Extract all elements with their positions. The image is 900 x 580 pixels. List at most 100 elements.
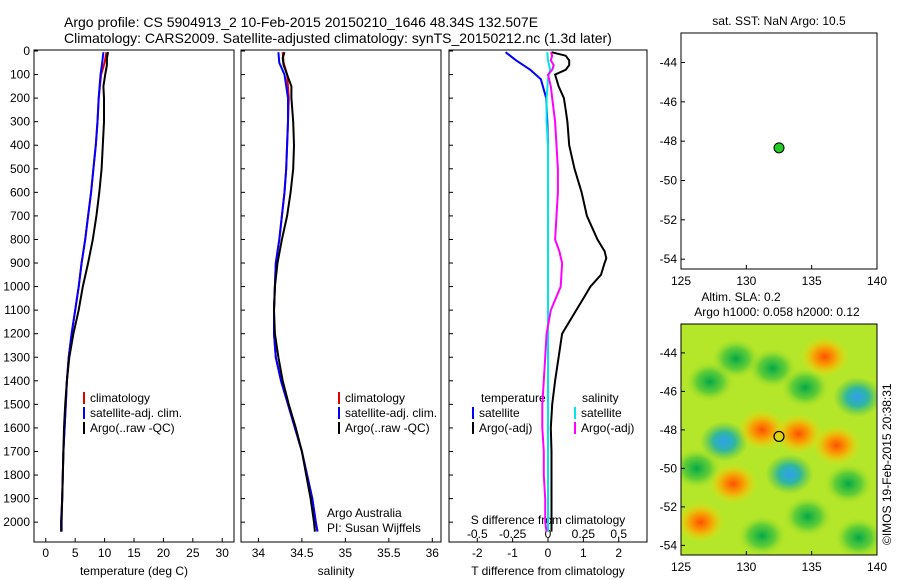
x-tick-label: 20 — [157, 546, 171, 560]
map-y-tick-label: -44 — [660, 346, 678, 360]
sla-map-title: Altim. SLA: 0.2 — [701, 290, 781, 304]
sst-map-frame — [680, 32, 878, 270]
depth-tick-label: 600 — [10, 185, 30, 199]
map-y-tick-label: -54 — [660, 538, 678, 552]
legend-label-temp-argo: Argo(-adj) — [479, 421, 532, 435]
legend-label-argo: Argo(..raw -QC) — [90, 421, 175, 435]
credit-pi: PI: Susan Wijffels — [327, 521, 421, 535]
map-y-tick-label: -50 — [660, 174, 678, 188]
x-tick-label: 35.5 — [377, 546, 401, 560]
sla-anomaly-blob — [800, 336, 849, 377]
legend-label-temp-satellite: satellite — [479, 406, 520, 420]
x-tick-label: 35 — [339, 546, 353, 560]
salinity-xlabel: salinity — [318, 564, 355, 578]
map-x-tick-label: 125 — [671, 560, 691, 574]
s-tick-label: 0.5 — [610, 527, 627, 541]
temperature-xlabel: temperature (deg C) — [80, 564, 188, 578]
sla-anomaly-blob — [812, 425, 861, 466]
sla-anomaly-blob — [738, 515, 787, 555]
sla-anomaly-blob — [681, 448, 721, 489]
series-line — [60, 52, 110, 532]
series-line — [504, 51, 549, 532]
sla-anomaly-blob — [700, 421, 749, 462]
s-tick-label: -0.5 — [467, 527, 488, 541]
t-difference-xlabel: T difference from climatology — [471, 564, 625, 578]
map-y-tick-label: -44 — [660, 56, 678, 70]
map-y-tick-label: -48 — [660, 134, 678, 148]
depth-tick-label: 0 — [23, 44, 30, 58]
sst-map-panel — [680, 32, 878, 270]
credit-org: Argo Australia — [327, 506, 402, 520]
map-y-tick-label: -50 — [660, 461, 678, 475]
series-line — [60, 52, 108, 532]
sla-map-subtitle: Argo h1000: 0.058 h2000: 0.12 — [694, 305, 860, 319]
sla-anomaly-blob — [765, 454, 814, 495]
depth-tick-label: 900 — [10, 256, 30, 270]
x-tick-label: -2 — [472, 546, 483, 560]
x-tick-label: 1 — [580, 546, 587, 560]
x-tick-label: 30 — [216, 546, 230, 560]
legend-label-sal-argo: Argo(-adj) — [581, 421, 634, 435]
s-tick-label: -0.25 — [499, 527, 527, 541]
temperature-panel-frame — [33, 49, 235, 543]
header-line-2: Climatology: CARS2009. Satellite-adjuste… — [64, 30, 612, 46]
map-x-tick-label: 130 — [736, 274, 756, 288]
sla-anomaly-blob — [783, 496, 832, 537]
map-x-tick-label: 135 — [802, 274, 822, 288]
legend-label-satellite: satellite-adj. clim. — [345, 406, 437, 420]
depth-tick-label: 1900 — [3, 492, 30, 506]
map-y-tick-label: -48 — [660, 423, 678, 437]
salinity-legend: climatology satellite-adj. clim. Argo(..… — [338, 391, 437, 435]
x-tick-label: 0 — [42, 546, 49, 560]
sla-anomaly-blob — [833, 377, 877, 418]
sla-anomaly-blob — [781, 367, 830, 408]
series-line — [545, 52, 552, 532]
map-x-tick-label: 140 — [867, 560, 887, 574]
map-x-tick-label: 130 — [736, 560, 756, 574]
sla-anomaly-field — [681, 336, 877, 555]
sla-anomaly-blob — [824, 463, 873, 504]
sla-map-frame — [680, 323, 878, 556]
x-tick-label: 2 — [615, 546, 622, 560]
x-tick-label: 34 — [252, 546, 266, 560]
temperature-legend: climatology satellite-adj. clim. Argo(..… — [83, 391, 182, 435]
x-tick-label: 5 — [72, 546, 79, 560]
legend-label-satellite: satellite-adj. clim. — [90, 406, 182, 420]
map-x-tick-label: 135 — [802, 560, 822, 574]
map-y-tick-label: -54 — [660, 252, 678, 266]
map-y-tick-label: -46 — [660, 384, 678, 398]
depth-tick-label: 800 — [10, 232, 30, 246]
depth-tick-label: 700 — [10, 209, 30, 223]
sst-map-title: sat. SST: NaN Argo: 10.5 — [712, 14, 846, 28]
sla-anomaly-blob — [681, 502, 725, 543]
depth-tick-label: 1800 — [3, 468, 30, 482]
depth-tick-label: 200 — [10, 91, 30, 105]
legend-label-sal-satellite: satellite — [581, 406, 622, 420]
depth-tick-label: 1300 — [3, 350, 30, 364]
depth-tick-label: 2000 — [3, 515, 30, 529]
depth-tick-label: 400 — [10, 138, 30, 152]
depth-tick-label: 100 — [10, 68, 30, 82]
depth-tick-label: 1500 — [3, 397, 30, 411]
series-line — [549, 51, 608, 532]
series-line — [541, 51, 564, 532]
x-tick-label: 15 — [127, 546, 141, 560]
legend-label-climatology: climatology — [345, 391, 405, 405]
x-tick-label: 36 — [426, 546, 440, 560]
x-tick-label: -1 — [507, 546, 518, 560]
map-x-tick-label: 125 — [671, 274, 691, 288]
x-tick-label: 10 — [98, 546, 112, 560]
sla-anomaly-blob — [738, 409, 787, 450]
depth-tick-label: 500 — [10, 162, 30, 176]
sla-map-panel — [680, 323, 878, 556]
legend-title-salinity: salinity — [582, 391, 619, 405]
depth-tick-label: 1700 — [3, 444, 30, 458]
legend-title-temperature: temperature — [481, 391, 546, 405]
x-tick-label: 34.5 — [290, 546, 314, 560]
argo-location-marker — [773, 430, 785, 443]
depth-tick-label: 1200 — [3, 327, 30, 341]
series-line — [272, 51, 316, 532]
depth-tick-label: 1400 — [3, 374, 30, 388]
depth-tick-label: 300 — [10, 115, 30, 129]
